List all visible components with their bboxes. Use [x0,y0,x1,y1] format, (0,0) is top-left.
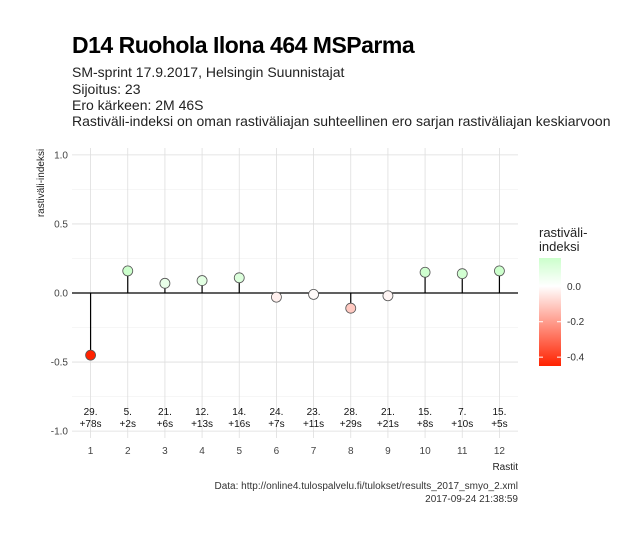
point-control-10 [419,266,431,278]
rank-label: 28. [344,407,358,418]
subtitle-rank: Sijoitus: 23 [72,81,141,97]
rank-label: 15. [418,407,432,418]
y-tick-label: 0.0 [54,289,68,300]
time-diff-label: +10s [451,419,473,430]
point-control-7 [308,288,319,300]
x-tick-label: 5 [236,446,242,457]
point-control-8 [345,302,357,314]
chart-title: D14 Ruohola Ilona 464 MSParma [72,32,415,58]
rank-label: 24. [269,407,283,418]
time-diff-label: +5s [491,419,507,430]
rank-label: 14. [232,407,246,418]
legend-colorbar [539,258,561,366]
legend-title-line2: indeksi [539,239,580,254]
rank-label: 21. [381,407,395,418]
rank-label: 29. [84,407,98,418]
legend-title-line1: rastiväli- [539,225,587,240]
timestamp-caption: 2017-09-24 21:38:59 [425,494,518,505]
x-tick-label: 10 [420,446,432,457]
x-tick-label: 2 [125,446,131,457]
y-axis-label: rastiväli-indeksi [36,149,47,217]
subtitle-gap: Ero kärkeen: 2M 46S [72,97,204,113]
grid [72,148,518,438]
axes: -1.0-0.50.00.51.01 2 3 4 5 6 7 8 9 10 11 12 [51,150,518,457]
subtitle-description: Rastiväli-indeksi on oman rastiväliajan … [72,113,611,129]
time-diff-label: +29s [340,419,362,430]
rank-label: 7. [458,407,466,418]
y-tick-label: 1.0 [54,150,68,161]
x-tick-label: 1 [88,446,94,457]
point-control-9 [382,290,394,302]
y-tick-label: 0.5 [54,219,68,230]
x-tick-label: 7 [311,446,317,457]
y-tick-label: -0.5 [51,358,69,369]
time-diff-label: +13s [191,419,213,430]
time-diff-label: +21s [377,419,399,430]
x-axis-label: Rastit [492,462,518,473]
time-diff-label: +6s [157,419,173,430]
legend-tick-label: -0.2 [567,317,585,328]
time-diff-label: +78s [80,419,102,430]
rank-label: 23. [307,407,321,418]
point-control-12 [494,265,505,277]
time-diff-label: +16s [228,419,250,430]
data-source-caption: Data: http://online4.tulospalvelu.fi/tul… [214,481,518,492]
point-control-4 [196,275,208,286]
x-tick-label: 9 [385,446,391,457]
time-diff-label: +7s [268,419,284,430]
rank-label: 21. [158,407,172,418]
rank-label: 15. [492,407,506,418]
x-tick-label: 12 [494,446,506,457]
point-control-3 [159,277,171,289]
point-control-11 [456,268,468,280]
x-tick-label: 11 [457,446,468,457]
time-diff-label: +2s [120,419,136,430]
legend-tick-label: -0.4 [567,353,585,364]
y-tick-label: -1.0 [51,427,69,438]
point-control-1 [85,349,96,361]
x-tick-label: 8 [348,446,354,457]
rank-label: 12. [195,407,209,418]
x-tick-label: 4 [199,446,205,457]
time-diff-label: +8s [417,419,433,430]
x-tick-label: 6 [274,446,280,457]
legend-ticks: 0.0 -0.2 -0.4 [539,282,585,364]
point-control-6 [271,291,282,303]
x-tick-label: 3 [162,446,168,457]
time-diff-label: +11s [303,419,324,430]
data-marks [85,265,505,361]
point-control-5 [233,272,245,284]
data-labels: 29.+78s5.+2s21.+6s12.+13s14.+16s24.+7s23… [80,407,508,430]
subtitle-event: SM-sprint 17.9.2017, Helsingin Suunnista… [72,64,345,80]
point-control-2 [122,265,134,277]
rank-label: 5. [124,407,132,418]
legend-tick-label: 0.0 [567,282,581,293]
legend: rastiväli- indeksi 0.0 -0.2 -0.4 [539,225,587,366]
